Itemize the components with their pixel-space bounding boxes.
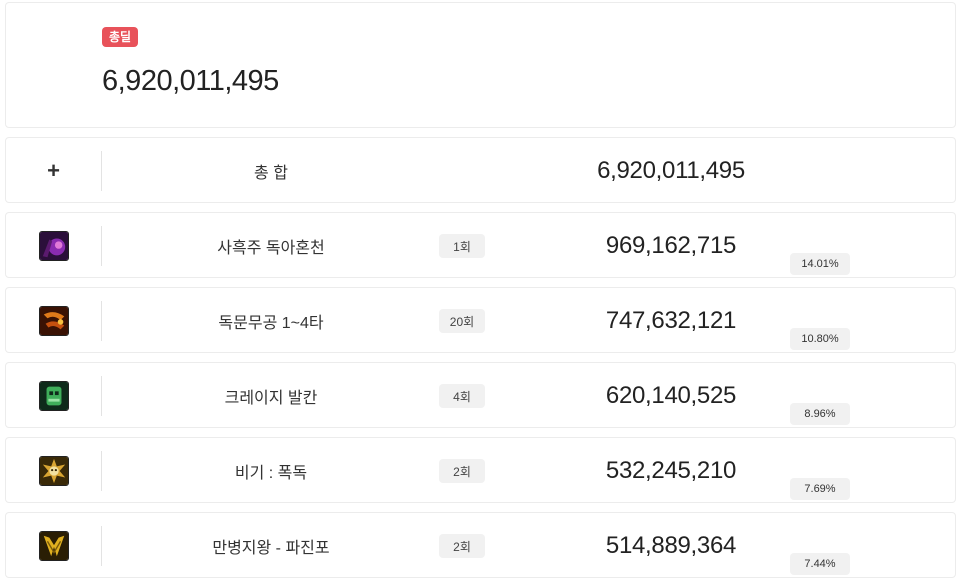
summary-value: 6,920,011,495	[597, 157, 745, 184]
fire-claw-icon	[38, 306, 69, 336]
total-damage-badge: 총딜	[102, 27, 139, 47]
skill-damage: 969,162,715	[605, 232, 737, 259]
summary-label: 총 합	[254, 165, 288, 182]
skill-icon-cell	[6, 438, 101, 504]
total-damage-value: 6,920,011,495	[102, 65, 279, 97]
skill-row[interactable]: 비기 : 폭독 2회 532,245,210 7.69%	[5, 437, 956, 503]
skull-sun-icon	[38, 456, 69, 486]
skill-damage: 620,140,525	[605, 382, 737, 409]
green-mask-icon	[38, 381, 69, 411]
total-damage-card: 총딜 6,920,011,495	[5, 2, 956, 128]
hit-count-badge: 1회	[439, 234, 485, 258]
skill-damage: 747,632,121	[605, 307, 737, 334]
poison-brew-icon	[38, 231, 69, 261]
hit-count-badge: 20회	[439, 309, 485, 333]
row-divider	[101, 226, 102, 266]
skill-name: 사흑주 독아혼천	[217, 240, 325, 257]
damage-percent-badge: 8.96%	[790, 403, 850, 425]
skill-row[interactable]: 독문무공 1~4타 20회 747,632,121 10.80%	[5, 287, 956, 353]
skill-name: 만병지왕 - 파진포	[212, 540, 330, 557]
skill-icon-cell	[6, 213, 101, 279]
skill-name: 비기 : 폭독	[234, 465, 308, 482]
hit-count-badge: 2회	[439, 534, 485, 558]
row-divider	[101, 301, 102, 341]
damage-percent-badge: 14.01%	[790, 253, 850, 275]
hit-count-badge: 4회	[439, 384, 485, 408]
skill-name: 독문무공 1~4타	[218, 315, 324, 332]
row-divider	[101, 526, 102, 566]
skill-icon-cell	[6, 288, 101, 354]
row-divider	[101, 451, 102, 491]
skill-icon-cell	[6, 363, 101, 429]
damage-percent-badge: 7.69%	[790, 478, 850, 500]
summary-row: + 총 합 6,920,011,495	[5, 137, 956, 203]
skill-icon-cell	[6, 513, 101, 579]
hit-count-badge: 2회	[439, 459, 485, 483]
row-divider	[101, 376, 102, 416]
damage-percent-badge: 7.44%	[790, 553, 850, 575]
damage-percent-badge: 10.80%	[790, 328, 850, 350]
plus-icon: +	[47, 158, 60, 183]
skill-name: 크레이지 발칸	[224, 390, 318, 407]
skill-row[interactable]: 사흑주 독아혼천 1회 969,162,715 14.01%	[5, 212, 956, 278]
skill-damage: 532,245,210	[605, 457, 737, 484]
row-divider	[101, 151, 102, 191]
skill-row[interactable]: 크레이지 발칸 4회 620,140,525 8.96%	[5, 362, 956, 428]
golden-fangs-icon	[38, 531, 69, 561]
skill-damage: 514,889,364	[605, 532, 737, 559]
skill-row[interactable]: 만병지왕 - 파진포 2회 514,889,364 7.44%	[5, 512, 956, 578]
expand-button[interactable]: +	[6, 138, 101, 204]
